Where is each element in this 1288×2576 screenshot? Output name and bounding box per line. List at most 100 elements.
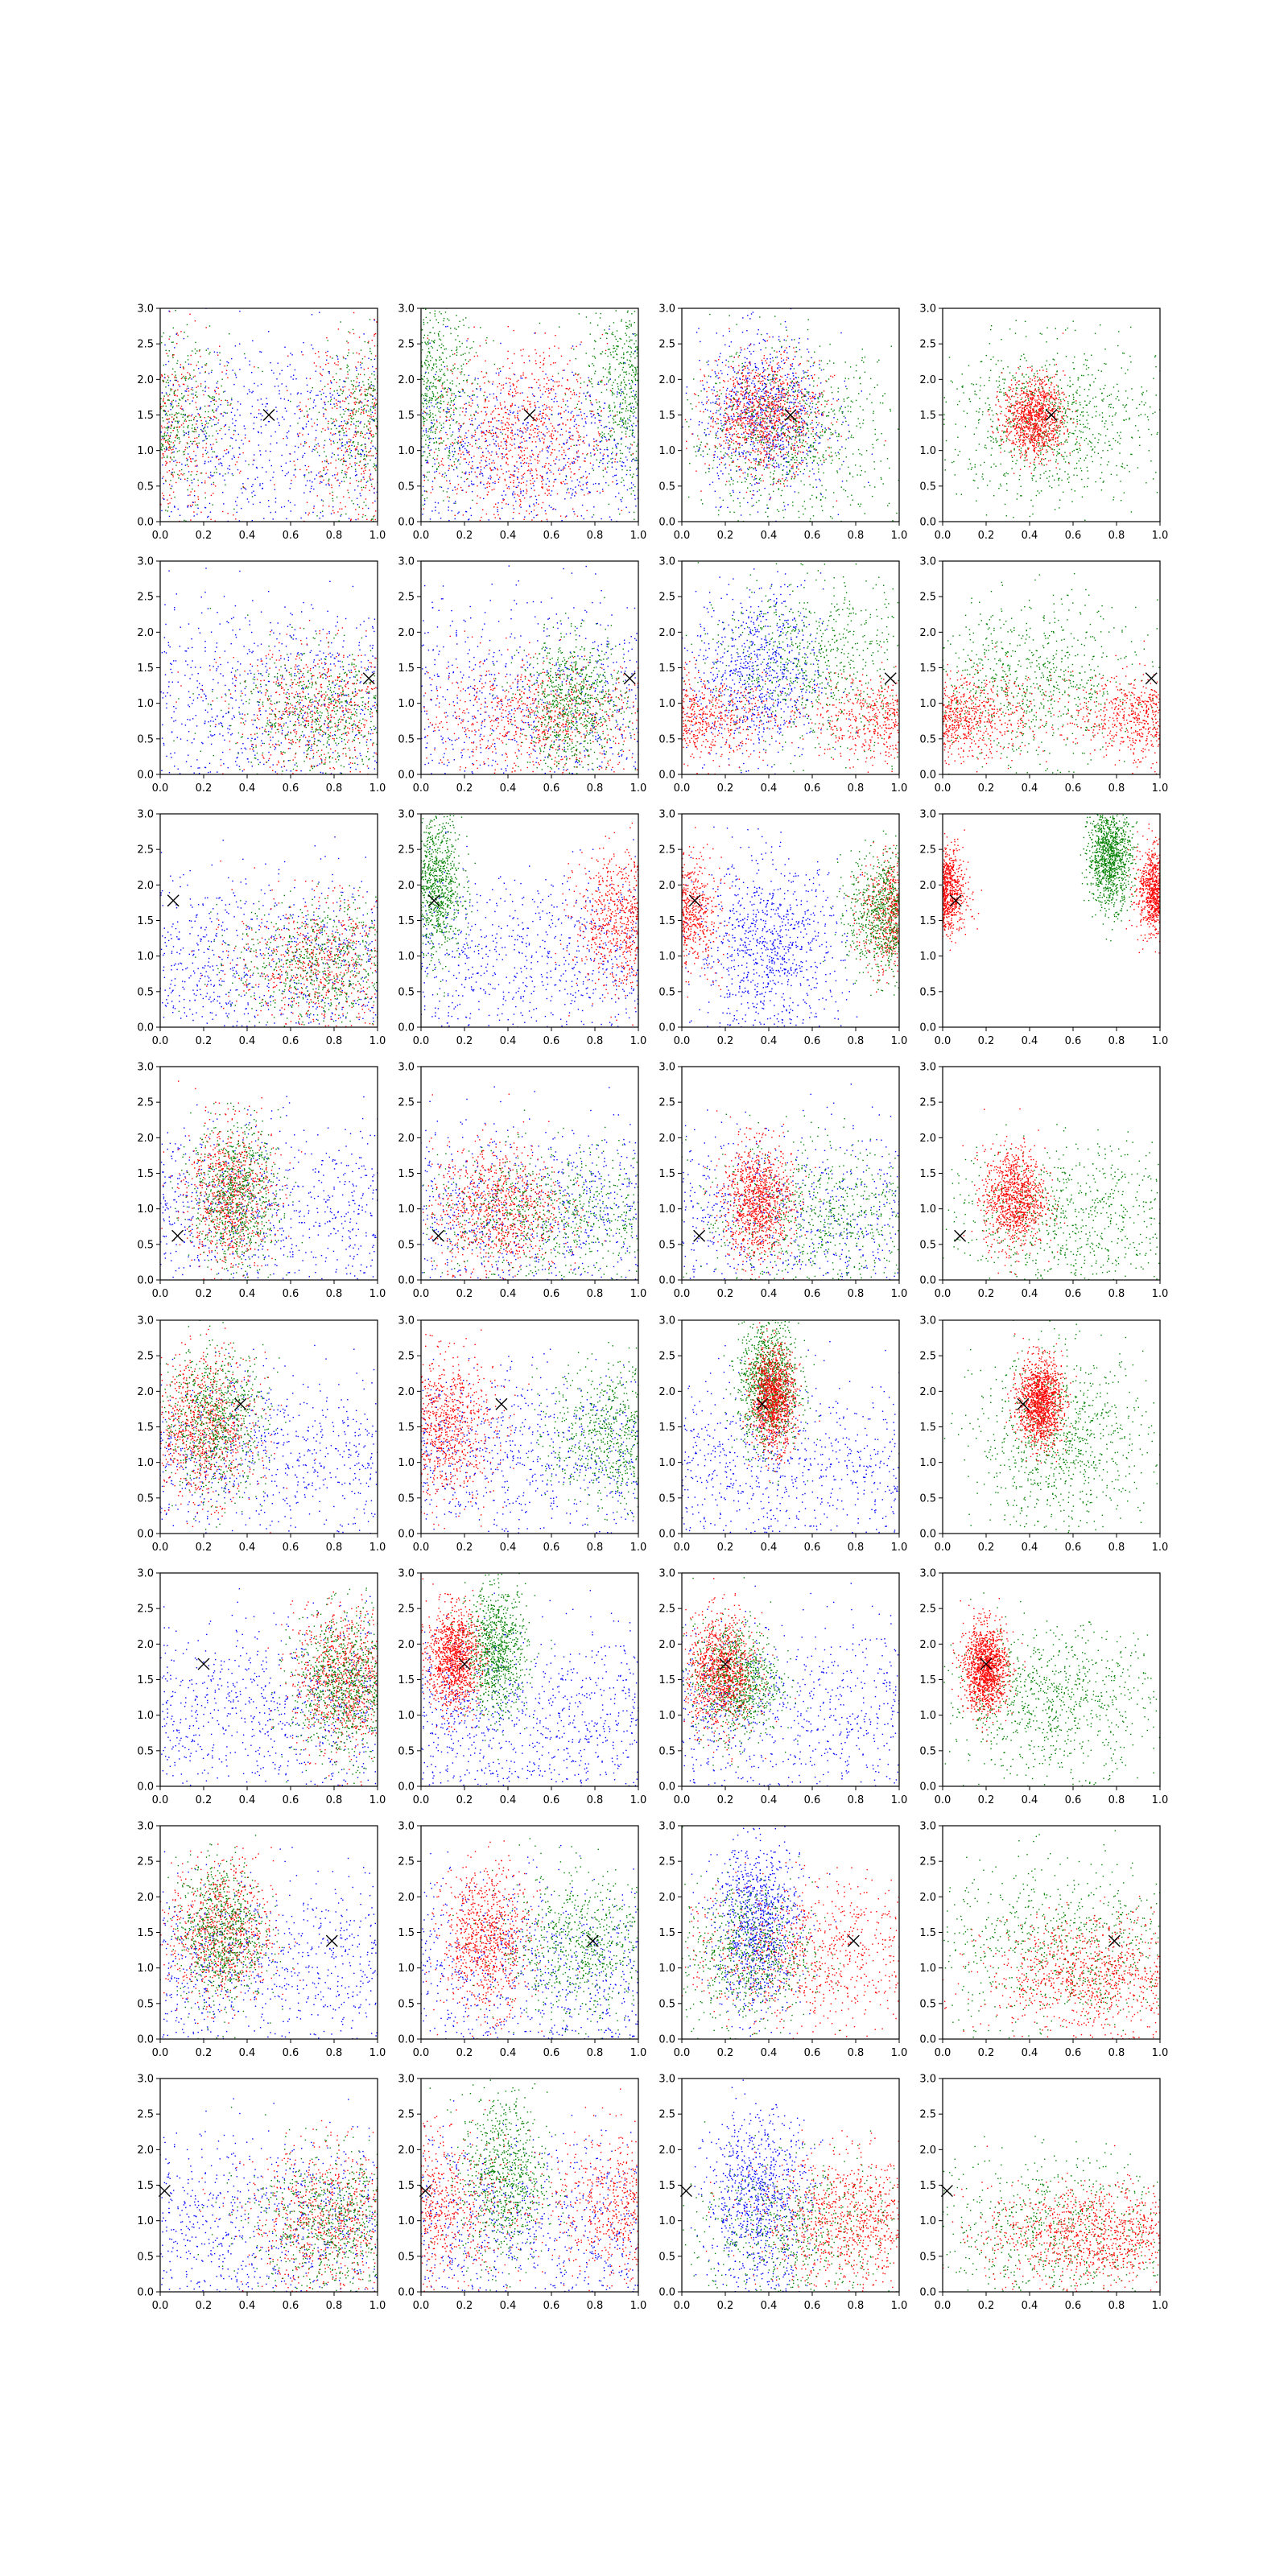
data-point xyxy=(610,352,611,353)
data-point xyxy=(362,450,363,451)
data-point xyxy=(439,513,440,514)
data-point xyxy=(548,380,549,381)
data-point xyxy=(773,415,774,416)
data-point xyxy=(593,445,594,446)
data-point xyxy=(542,478,543,479)
data-point xyxy=(281,506,282,507)
data-point xyxy=(238,447,239,448)
data-point xyxy=(221,372,222,373)
data-point xyxy=(838,514,839,515)
data-point xyxy=(741,445,742,446)
data-point xyxy=(626,385,627,386)
data-point xyxy=(630,356,631,357)
data-point xyxy=(435,433,436,434)
data-point xyxy=(161,426,162,427)
data-point xyxy=(623,480,624,481)
data-point xyxy=(281,466,282,467)
data-point xyxy=(290,425,291,426)
data-point xyxy=(211,447,212,448)
data-point xyxy=(238,457,239,458)
data-point xyxy=(353,503,354,504)
data-point xyxy=(567,442,568,443)
data-point xyxy=(633,490,634,491)
data-point xyxy=(484,392,485,393)
data-point xyxy=(253,491,254,492)
data-point xyxy=(197,508,198,509)
data-point xyxy=(444,448,445,449)
data-point xyxy=(763,367,764,368)
data-point xyxy=(814,442,815,443)
data-point xyxy=(616,475,617,476)
data-point xyxy=(423,508,424,509)
data-point xyxy=(211,372,212,373)
data-point xyxy=(164,451,165,452)
data-point xyxy=(172,355,173,356)
data-point xyxy=(321,499,322,500)
data-point xyxy=(281,455,282,456)
data-point xyxy=(755,367,756,368)
data-point xyxy=(351,421,352,422)
data-point xyxy=(631,408,632,409)
data-point xyxy=(342,393,343,394)
data-point xyxy=(572,345,573,346)
data-point xyxy=(447,411,448,412)
data-point xyxy=(374,420,375,421)
data-point xyxy=(434,472,435,473)
data-point xyxy=(317,424,318,425)
data-point xyxy=(424,434,425,435)
data-point xyxy=(363,409,364,410)
data-point xyxy=(262,371,263,372)
data-point xyxy=(604,436,605,437)
data-point xyxy=(544,467,545,468)
data-point xyxy=(424,498,425,499)
data-point xyxy=(631,411,632,412)
data-point xyxy=(278,363,279,364)
data-point xyxy=(344,432,345,433)
data-point xyxy=(522,431,523,432)
data-point xyxy=(359,382,360,383)
data-point xyxy=(225,453,226,454)
data-point xyxy=(368,508,369,509)
data-point xyxy=(371,388,372,389)
data-point xyxy=(493,462,494,463)
data-point xyxy=(375,510,376,511)
data-point xyxy=(433,341,434,342)
data-point xyxy=(570,488,571,489)
data-point xyxy=(598,484,599,485)
data-point xyxy=(422,366,423,367)
data-point xyxy=(539,414,540,415)
data-point xyxy=(352,384,353,385)
data-point xyxy=(322,389,323,390)
data-point xyxy=(496,445,497,446)
data-point xyxy=(173,354,174,355)
data-point xyxy=(429,438,430,439)
data-point xyxy=(512,435,513,436)
data-point xyxy=(509,368,510,369)
data-point xyxy=(556,401,557,402)
data-point xyxy=(373,446,374,447)
data-point xyxy=(760,389,761,390)
data-point xyxy=(523,490,524,491)
data-point xyxy=(533,483,534,484)
data-point xyxy=(366,432,367,433)
data-point xyxy=(595,371,596,372)
data-point xyxy=(459,429,460,430)
data-point xyxy=(227,405,228,406)
data-point xyxy=(499,383,500,384)
data-point xyxy=(780,444,781,445)
data-point xyxy=(345,408,346,409)
data-point xyxy=(370,359,371,360)
data-point xyxy=(636,445,637,446)
data-point xyxy=(470,467,471,468)
data-point xyxy=(763,371,764,372)
data-point xyxy=(510,474,511,475)
data-point xyxy=(520,507,521,508)
data-point xyxy=(356,474,357,475)
x-tick-label: 0.0 xyxy=(152,530,169,542)
data-point xyxy=(631,365,632,366)
data-point xyxy=(546,405,547,406)
data-point xyxy=(288,472,289,473)
data-point xyxy=(437,350,438,351)
data-point xyxy=(174,472,175,473)
data-point xyxy=(167,399,168,400)
